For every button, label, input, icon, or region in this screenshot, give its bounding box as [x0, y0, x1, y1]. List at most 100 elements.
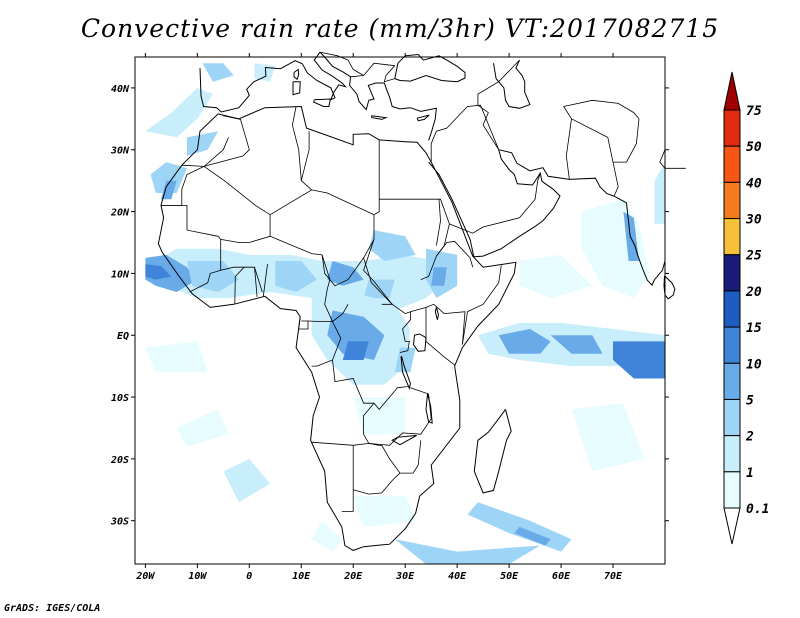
- map-frame: [134, 56, 666, 565]
- coastline: [663, 275, 676, 300]
- coastline: [425, 393, 433, 424]
- coastline: [412, 333, 427, 352]
- rain-area: [161, 180, 177, 200]
- lon-tick-label: 20W: [135, 571, 155, 582]
- map-title: Convective rain rate (mm/3hr) VT:2017082…: [80, 14, 720, 43]
- lon-tick-label: 10W: [188, 571, 207, 582]
- colorbar-label: 25: [745, 249, 762, 264]
- colorbar-swatch: [723, 398, 741, 437]
- rain-area: [223, 458, 271, 503]
- country-border: [307, 320, 342, 367]
- rain-area: [254, 63, 276, 82]
- colorbar-bottom-arrow: [723, 507, 741, 545]
- coastline: [394, 53, 466, 83]
- country-border: [373, 139, 380, 216]
- rain-area: [145, 87, 213, 138]
- rain-area: [327, 310, 385, 360]
- country-border: [332, 359, 408, 411]
- rain-area: [202, 63, 234, 82]
- lat-tick-label: 20N: [110, 208, 130, 219]
- colorbar-label: 0.1: [746, 502, 769, 517]
- country-border: [571, 118, 619, 197]
- rain-area: [581, 199, 650, 299]
- lon-tick-label: 40E: [448, 571, 467, 582]
- lon-tick-label: 50E: [500, 571, 519, 582]
- colorbar-label: 15: [746, 321, 762, 336]
- colorbar-swatch: [723, 362, 741, 400]
- lat-tick-label: 10N: [111, 269, 130, 280]
- country-border: [300, 131, 310, 181]
- colorbar-swatch: [723, 181, 741, 220]
- country-border: [203, 166, 466, 345]
- rain-area: [498, 329, 551, 354]
- lat-tick-label: 20S: [110, 455, 129, 466]
- country-border: [363, 239, 394, 305]
- country-border: [311, 441, 380, 446]
- country-border: [436, 240, 474, 268]
- country-border: [462, 265, 502, 345]
- country-border: [563, 99, 640, 156]
- colorbar-label: 75: [746, 104, 762, 119]
- country-border: [425, 307, 455, 366]
- colorbar-swatch: [723, 145, 741, 183]
- lon-tick-label: 0: [246, 571, 252, 582]
- rain-area: [571, 403, 645, 472]
- colorbar-swatch: [723, 435, 741, 473]
- coastline: [434, 307, 440, 320]
- country-border: [565, 155, 570, 180]
- lat-tick-label: 30S: [110, 517, 129, 528]
- lon-tick-label: 70E: [604, 571, 623, 582]
- rain-area: [394, 539, 541, 564]
- country-border: [399, 341, 410, 353]
- lat-tick-label: 30N: [110, 146, 130, 157]
- coastline: [292, 81, 301, 96]
- country-border: [298, 316, 309, 330]
- colorbar-swatch: [723, 326, 741, 364]
- coastline: [493, 59, 531, 109]
- lat-tick-label: 40N: [111, 84, 130, 95]
- rain-area: [311, 520, 343, 552]
- country-border: [430, 104, 500, 163]
- rain-area: [145, 341, 208, 373]
- coastline: [313, 98, 332, 107]
- rain-area: [431, 267, 447, 286]
- country-border: [203, 115, 250, 167]
- rain-area: [353, 496, 416, 527]
- colorbar-swatch: [723, 254, 741, 292]
- country-border: [477, 59, 520, 150]
- country-border: [363, 62, 395, 76]
- coastline: [428, 149, 561, 258]
- country-border: [350, 75, 364, 78]
- rain-area: [550, 335, 603, 354]
- lat-tick-label: EQ: [117, 331, 129, 342]
- coastline: [416, 114, 430, 122]
- colorbar-label: 2: [745, 430, 754, 445]
- country-border: [353, 472, 401, 495]
- rain-area: [514, 526, 551, 546]
- rain-area: [613, 341, 665, 379]
- country-border: [383, 65, 396, 83]
- coastline: [391, 434, 417, 446]
- rain-area: [275, 261, 317, 292]
- coastline: [370, 115, 388, 120]
- lon-tick-label: 60E: [552, 571, 571, 582]
- footer-credit: GrADS: IGES/COLA: [4, 603, 101, 614]
- country-border: [262, 264, 268, 297]
- lon-tick-label: 20E: [343, 571, 363, 582]
- colorbar-label: 5: [746, 393, 754, 408]
- coastline: [473, 409, 512, 494]
- colorbar-swatch: [723, 109, 741, 147]
- colorbar-label: 30: [745, 213, 762, 228]
- colorbar-label: 20: [745, 285, 762, 300]
- coastline: [157, 105, 517, 551]
- country-border: [363, 387, 432, 446]
- lon-tick-label: 10E: [292, 571, 311, 582]
- country-border: [659, 149, 686, 169]
- country-border: [379, 198, 450, 225]
- rain-area: [327, 261, 364, 286]
- precipitation-field: [145, 63, 665, 564]
- coastline: [498, 149, 666, 286]
- axis-ticks: 40N 30N 20N 10N EQ 10S 20S 30S 20W 10W 0 10E 20E 30E 4…: [110, 53, 669, 582]
- rain-area: [176, 409, 229, 447]
